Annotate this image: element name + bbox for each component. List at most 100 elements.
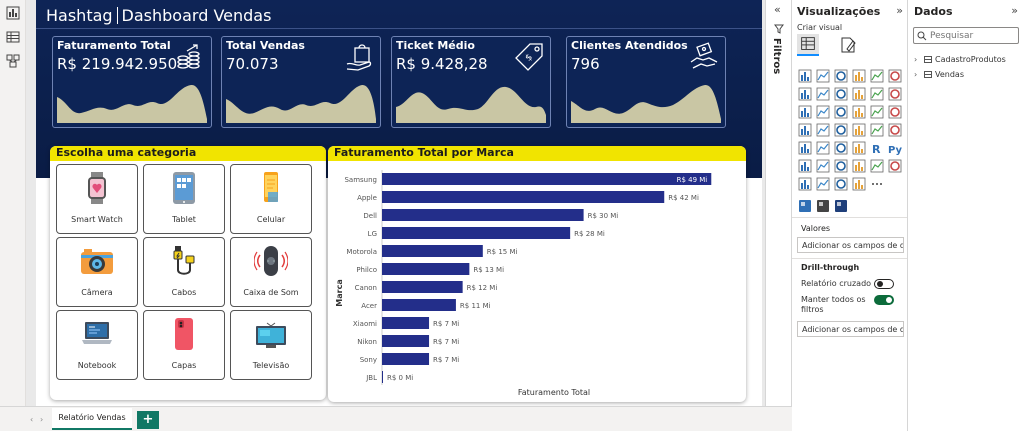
bar-chart-panel[interactable]: Faturamento Total por Marca Marca Fatura… [328, 146, 746, 402]
category-tile-tablet[interactable]: Tablet [143, 164, 225, 234]
area-visual-icon[interactable] [816, 87, 830, 101]
power-automate-visual-icon[interactable] [816, 177, 830, 191]
table-node-vendas[interactable]: › Vendas [914, 70, 964, 79]
bar-nikon[interactable] [382, 335, 430, 347]
bar-jbl[interactable] [382, 371, 383, 383]
kpi-visual-icon[interactable] [798, 141, 812, 155]
ribbon-visual-icon[interactable] [888, 87, 902, 101]
line-column-visual-icon[interactable] [852, 87, 866, 101]
stacked-column-visual-icon[interactable] [816, 69, 830, 83]
category-tile-camera[interactable]: Câmera [56, 237, 138, 307]
python-visual-visual-icon[interactable]: Py [888, 141, 902, 155]
custom-visual-icon[interactable] [834, 199, 848, 213]
values-drop-field[interactable]: Adicionar os campos de da... [797, 237, 904, 253]
bar-xiaomi[interactable] [382, 317, 430, 329]
build-visual-tab-icon[interactable] [797, 34, 819, 56]
kpi-card-total-vendas[interactable]: Total Vendas 70.073 [221, 36, 381, 128]
line-visual-icon[interactable] [798, 87, 812, 101]
format-visual-tab-icon[interactable] [838, 35, 858, 55]
category-tick-label: Philco [356, 266, 377, 274]
category-tick-label: Acer [361, 302, 377, 310]
category-tile-cabos[interactable]: Cabos [143, 237, 225, 307]
100-bar-visual-icon[interactable] [870, 69, 884, 83]
narrative-visual-icon[interactable] [852, 159, 866, 173]
paint-format-icon[interactable] [798, 199, 812, 213]
chevron-right-icon[interactable]: › [914, 70, 918, 79]
kpi-card-clientes[interactable]: Clientes Atendidos 796 [566, 36, 726, 128]
matrix-visual-icon[interactable] [852, 141, 866, 155]
cross-report-toggle[interactable] [874, 279, 894, 289]
waterfall-visual-icon[interactable] [798, 105, 812, 119]
kpi-card-ticket-medio[interactable]: Ticket Médio R$ 9.428,28 $ [391, 36, 551, 128]
chevron-right-icon[interactable]: › [914, 55, 918, 64]
table-view-icon[interactable] [6, 30, 20, 44]
add-page-button[interactable]: + [137, 411, 159, 429]
clustered-bar-visual-icon[interactable] [834, 69, 848, 83]
search-input[interactable] [930, 29, 1016, 42]
filters-pane-collapsed[interactable]: « Filtros [765, 0, 792, 406]
stacked-area-visual-icon[interactable] [834, 87, 848, 101]
kpi-value: 796 [571, 55, 600, 73]
stacked-bar-visual-icon[interactable] [798, 69, 812, 83]
decomp-tree-visual-icon[interactable] [816, 159, 830, 173]
treemap-visual-icon[interactable] [888, 105, 902, 119]
category-tile-notebook[interactable]: Notebook [56, 310, 138, 380]
category-tile-televisao[interactable]: Televisão [230, 310, 312, 380]
paginated-visual-icon[interactable] [888, 159, 902, 173]
bar-lg[interactable] [382, 227, 571, 239]
expand-filters-icon[interactable]: « [774, 3, 781, 16]
map-visual-icon[interactable] [798, 123, 812, 137]
azure-map-visual-icon[interactable] [834, 123, 848, 137]
category-tile-smart-watch[interactable]: Smart Watch [56, 164, 138, 234]
key-influencers-visual-icon[interactable] [798, 159, 812, 173]
100-column-visual-icon[interactable] [888, 69, 902, 83]
category-tick-label: Nikon [357, 338, 377, 346]
bar-chart[interactable]: Marca Faturamento Total Samsung R$ 49 Mi A… [328, 161, 746, 402]
category-tile-capas[interactable]: Capas [143, 310, 225, 380]
filled-map-visual-icon[interactable] [816, 123, 830, 137]
clustered-column-visual-icon[interactable] [852, 69, 866, 83]
table-visual-icon[interactable] [834, 141, 848, 155]
power-apps-visual-icon[interactable] [798, 177, 812, 191]
multirow-card-visual-icon[interactable] [888, 123, 902, 137]
collapse-data-icon[interactable]: » [1011, 4, 1018, 17]
bar-motorola[interactable] [382, 245, 483, 257]
category-tile-caixa-de-som[interactable]: Caixa de Som [230, 237, 312, 307]
donut-visual-icon[interactable] [870, 105, 884, 119]
analytics-icon[interactable] [816, 199, 830, 213]
bar-samsung[interactable] [382, 173, 712, 185]
bar-canon[interactable] [382, 281, 463, 293]
data-search-box[interactable] [913, 27, 1019, 44]
model-view-icon[interactable] [6, 54, 20, 68]
drill-through-drop-field[interactable]: Adicionar os campos de dr... [797, 321, 904, 337]
bar-dell[interactable] [382, 209, 584, 221]
r-visual-visual-icon[interactable]: R [870, 141, 884, 155]
prev-page-icon[interactable]: ‹ [30, 415, 34, 424]
page-tab-relatorio-vendas[interactable]: Relatório Vendas [52, 408, 132, 430]
funnel-visual-icon[interactable] [816, 105, 830, 119]
next-page-icon[interactable]: › [40, 415, 44, 424]
line-stacked-visual-icon[interactable] [870, 87, 884, 101]
pie-visual-icon[interactable] [852, 105, 866, 119]
sparkline [226, 84, 376, 123]
collapse-visualizations-icon[interactable]: » [896, 4, 903, 17]
category-tile-celular[interactable]: Celular [230, 164, 312, 234]
bar-apple[interactable] [382, 191, 665, 203]
keep-filters-toggle[interactable] [874, 295, 894, 305]
arcgis-visual-icon[interactable] [834, 177, 848, 191]
slicer-visual-icon[interactable] [816, 141, 830, 155]
more-visual-icon[interactable] [870, 177, 884, 191]
bar-sony[interactable] [382, 353, 430, 365]
bar-philco[interactable] [382, 263, 470, 275]
table-node-cadastroprodutos[interactable]: › CadastroProdutos [914, 55, 1006, 64]
gauge-visual-icon[interactable] [852, 123, 866, 137]
shape-map-visual-icon[interactable] [852, 177, 866, 191]
report-view-icon[interactable] [6, 6, 20, 20]
metrics-visual-icon[interactable] [870, 159, 884, 173]
bar-acer[interactable] [382, 299, 456, 311]
kpi-card-faturamento[interactable]: Faturamento Total R$ 219.942.950 [52, 36, 212, 128]
card-visual-icon[interactable] [870, 123, 884, 137]
qa-visual-icon[interactable] [834, 159, 848, 173]
scatter-visual-icon[interactable] [834, 105, 848, 119]
